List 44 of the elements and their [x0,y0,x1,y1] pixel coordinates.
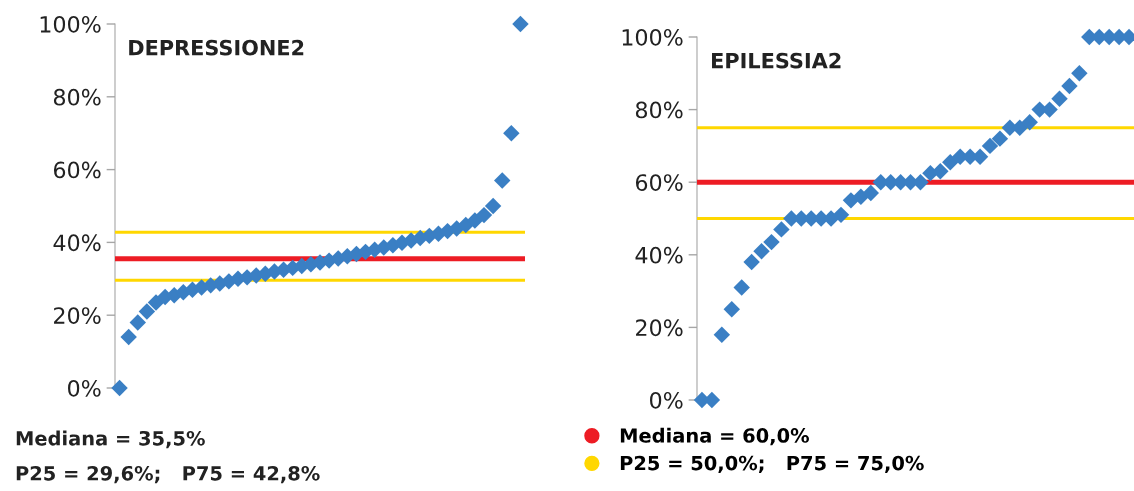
point [1051,90,1068,107]
point [494,172,511,189]
point [981,137,999,155]
y-tick-label: 100% [40,15,101,33]
point [932,163,949,180]
point [763,233,780,251]
point [773,221,790,238]
y-tick-label: 0% [650,391,683,409]
point [484,197,502,215]
point [129,314,146,331]
legend-label: Mediana = 60,0% [620,427,809,446]
point [1021,114,1038,131]
y-tick-label: 40% [53,234,101,252]
point [111,379,128,397]
y-tick-label: 40% [635,246,683,264]
point [475,206,493,224]
point [713,326,731,343]
point [991,130,1009,147]
point [942,154,959,171]
y-tick-label: 60% [53,161,101,179]
text: EPILESSIA2 [712,52,841,69]
point [862,184,880,202]
point [1071,65,1088,82]
text: P25 = 29,6%; P75 = 42,8% [16,465,320,484]
point [832,206,850,224]
text: Mediana = 35,5% [16,430,205,449]
point [1061,77,1078,95]
point [733,279,750,296]
y-tick-label: 80% [53,88,101,106]
legend-label: P25 = 50,0%; P75 = 75,0% [620,455,924,473]
point [743,253,760,271]
point [753,242,770,260]
point [723,301,740,318]
y-tick-label: 100% [622,28,683,46]
point [512,15,529,33]
y-tick-label: 0% [68,379,101,397]
y-tick-label: 80% [635,101,683,119]
point [503,124,520,142]
point [120,328,137,346]
y-tick-label: 20% [636,319,683,337]
y-tick-label: 60% [635,174,683,191]
text: DEPRESSIONE2 [129,39,304,56]
y-tick-label: 20% [54,307,101,324]
point [138,303,156,320]
